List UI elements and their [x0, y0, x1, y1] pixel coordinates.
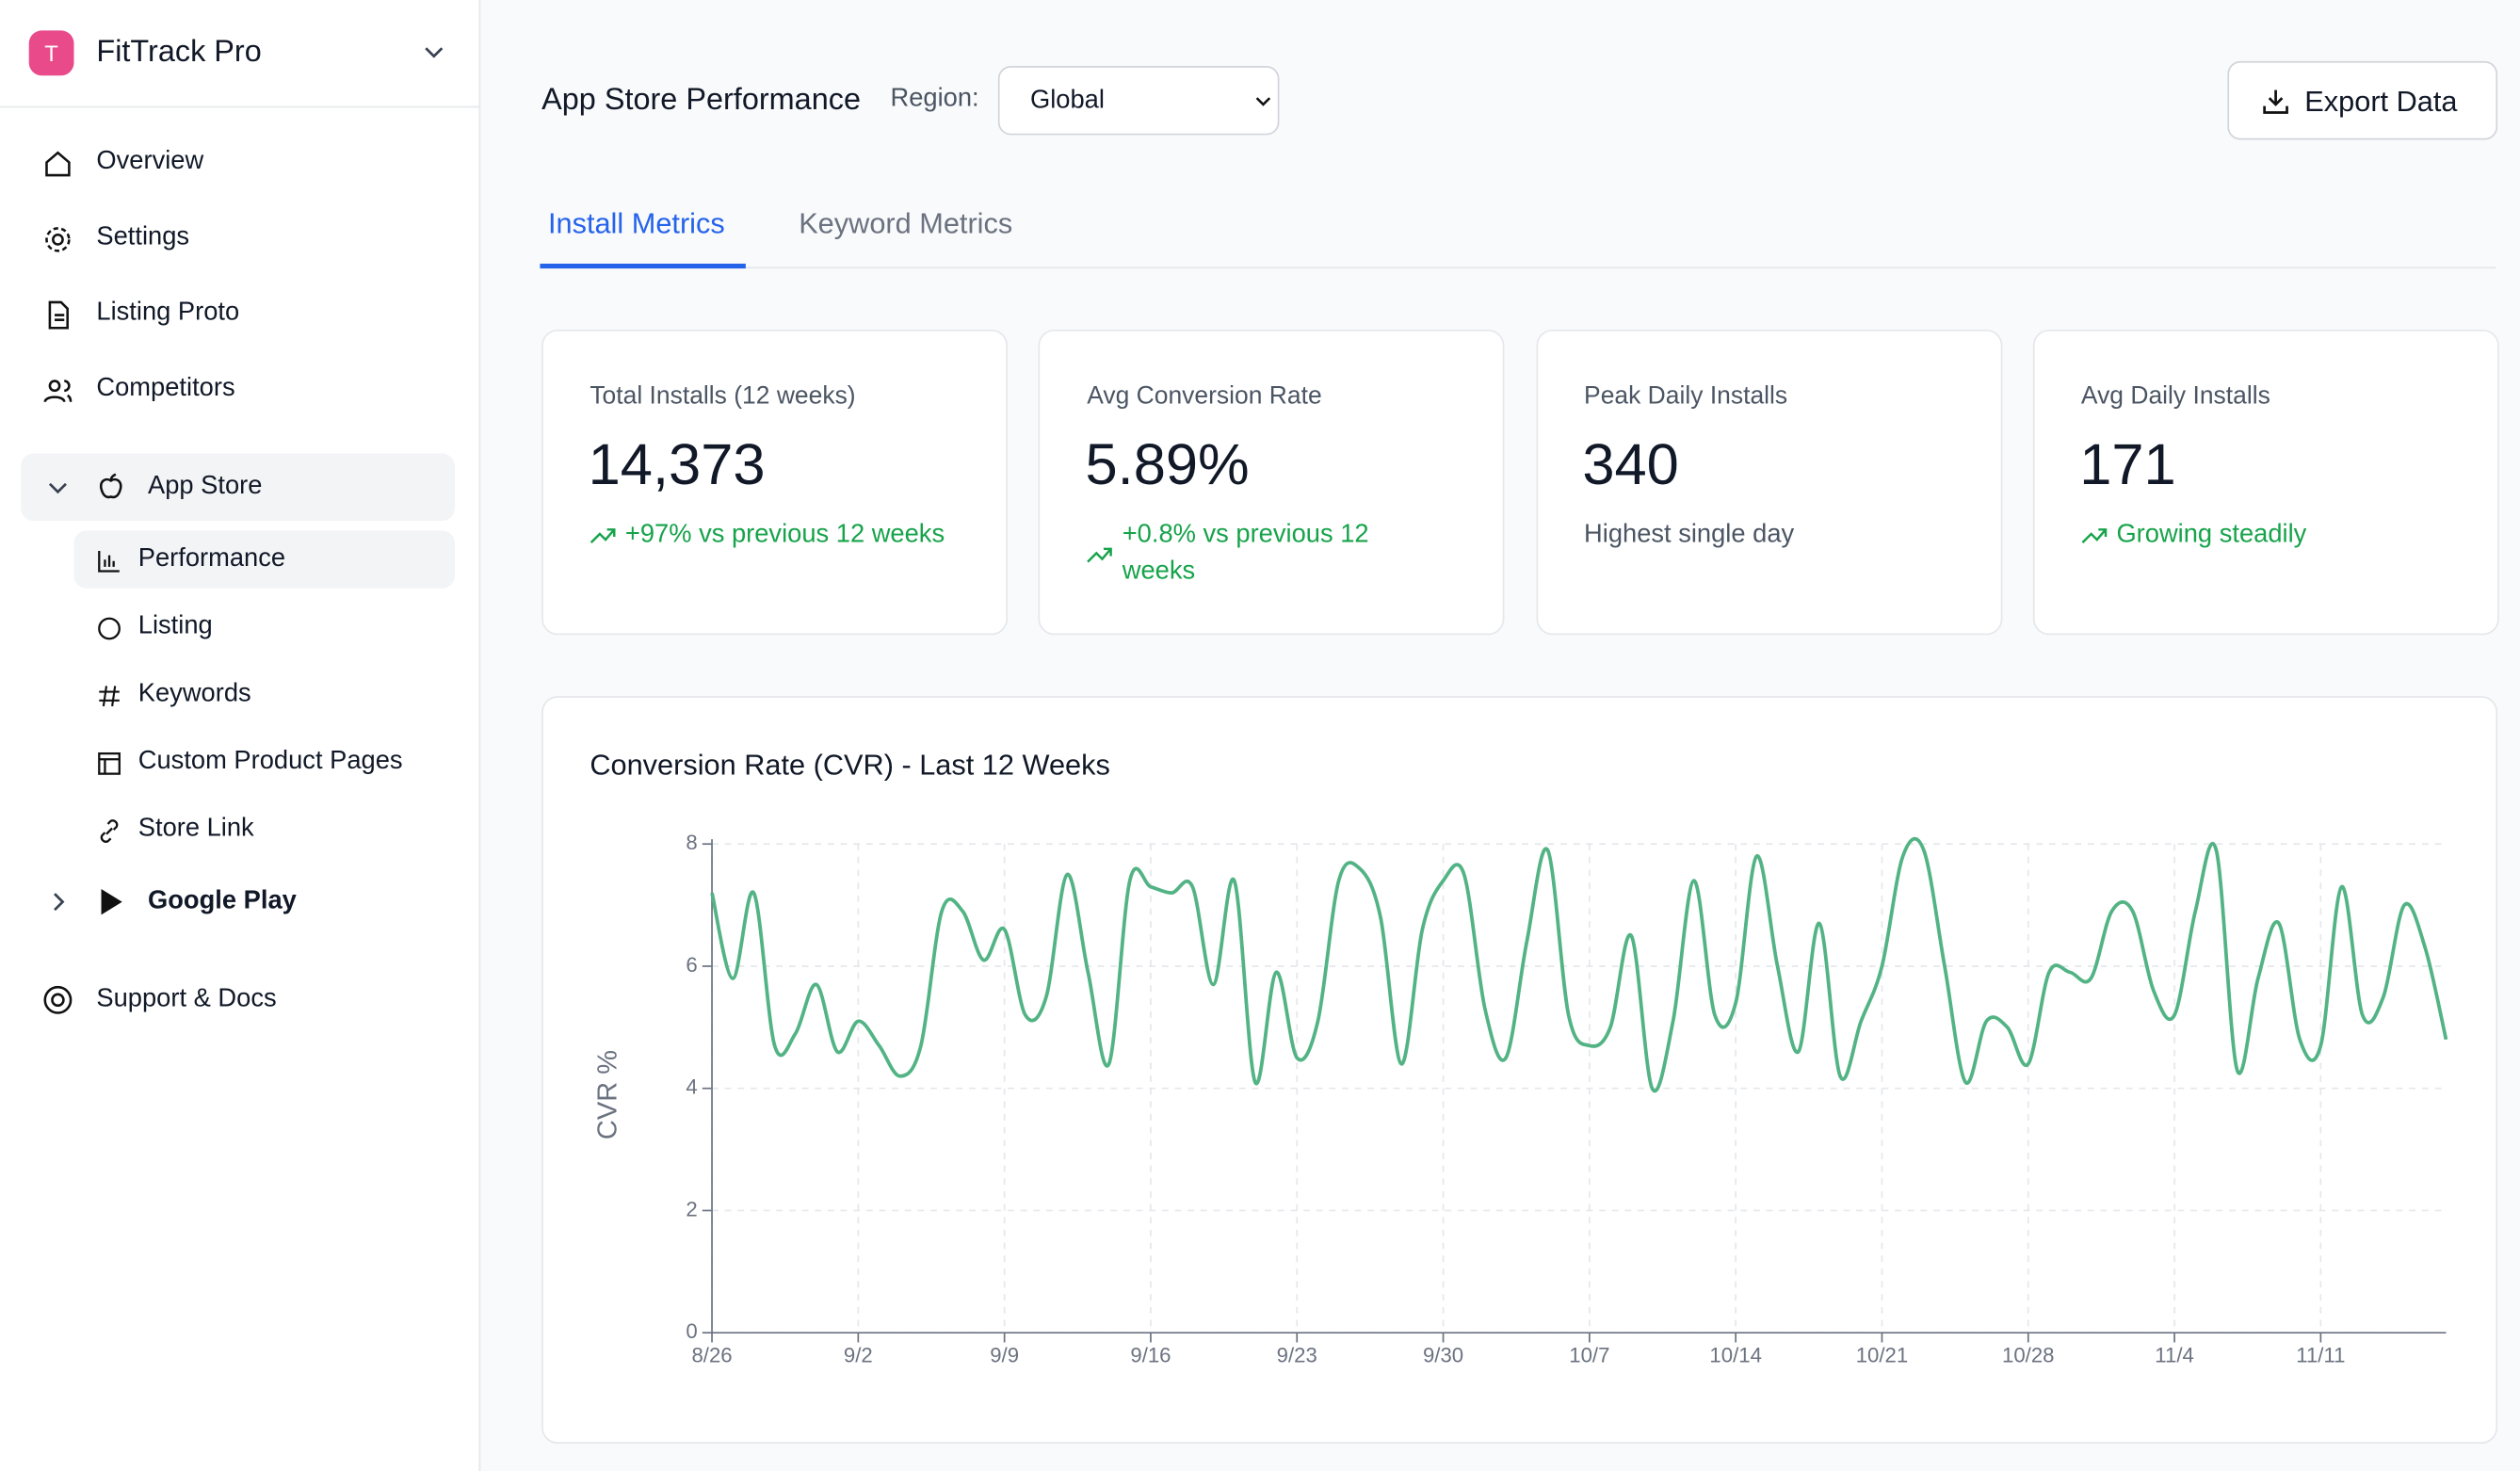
x-tick-label: 9/16	[1130, 1344, 1171, 1367]
x-tick-label: 8/26	[691, 1344, 732, 1367]
chart: Conversion Rate (CVR) - Last 12 Weeks CV…	[590, 748, 2448, 1367]
apple-icon	[99, 473, 122, 499]
metric-label: Avg Daily Installs	[2080, 382, 2270, 411]
metric-note: Highest single day	[1584, 521, 1795, 549]
nav-item[interactable]: Overview	[96, 148, 204, 176]
support-icon	[43, 985, 73, 1014]
y-tick-label: 0	[686, 1319, 697, 1343]
x-tick-label: 10/28	[2002, 1344, 2054, 1367]
x-tick-label: 11/11	[2296, 1344, 2345, 1367]
icon	[590, 528, 616, 544]
metric-note: Growing steadily	[2116, 521, 2307, 549]
app-name[interactable]: FitTrack Pro	[96, 35, 262, 70]
x-tick-label: 9/30	[1423, 1344, 1463, 1367]
metric-label: Avg Conversion Rate	[1087, 382, 1322, 411]
y-tick-label: 8	[686, 831, 697, 854]
y-tick-label: 6	[686, 953, 697, 977]
nav-item[interactable]: Support & Docs	[96, 985, 277, 1013]
metric-note: +0.8% vs previous 12 weeks	[1122, 521, 1369, 586]
sub-nav-item[interactable]: Keywords	[137, 680, 251, 708]
metric-card: Peak Daily Installs 340 Highest single day	[1535, 329, 2002, 636]
x-tick-label: 10/14	[1709, 1344, 1761, 1367]
metric-label: Peak Daily Installs	[1584, 382, 1788, 411]
x-tick-label: 10/7	[1569, 1344, 1609, 1367]
active-item[interactable]	[73, 530, 455, 589]
chevron[interactable]	[421, 39, 446, 64]
avatar: T	[28, 30, 74, 76]
tab-underline	[540, 263, 746, 269]
icon	[98, 752, 121, 775]
icon	[2081, 528, 2108, 544]
divider	[0, 105, 479, 108]
sub-nav-item[interactable]: Listing	[137, 612, 213, 640]
x-tick-label: 11/4	[2155, 1344, 2194, 1367]
page-title: App Store Performance	[541, 83, 861, 118]
metric-card: Avg Conversion Rate 5.89% +0.8% vs previou…	[1038, 329, 1505, 636]
metric-card: Avg Daily Installs 171 Growing steadily	[2032, 329, 2499, 636]
x-tick-label: 9/2	[844, 1344, 873, 1367]
nav-item[interactable]: Google Play	[148, 887, 297, 915]
series-line	[710, 836, 2448, 1093]
export-label: Export Data	[2304, 85, 2458, 118]
metric-card: Total Installs (12 weeks) 14,373 +97% vs p…	[541, 329, 1009, 636]
icon	[48, 300, 69, 330]
tab[interactable]: Keyword Metrics	[799, 207, 1013, 240]
sub-nav-item[interactable]: Custom Product Pages	[137, 747, 403, 775]
export-button[interactable]: Export Data	[2227, 60, 2498, 140]
sub-nav-item[interactable]: Performance	[137, 544, 286, 573]
x-tick-label: 9/9	[990, 1344, 1019, 1367]
chart-title: Conversion Rate (CVR) - Last 12 Weeks	[590, 748, 1110, 781]
metric-value: 340	[1582, 430, 1679, 497]
tab-active[interactable]: Install Metrics	[547, 207, 725, 240]
chevron	[54, 893, 65, 912]
nav-item[interactable]: Competitors	[96, 374, 235, 402]
metric-value: 5.89%	[1085, 430, 1250, 497]
metric-value: 171	[2079, 430, 2176, 497]
active-group[interactable]	[21, 453, 455, 522]
region-label: Region:	[890, 85, 979, 113]
icon	[100, 819, 119, 843]
nav-item[interactable]: Settings	[96, 223, 190, 251]
region-value: Global	[1029, 87, 1105, 115]
tab-divider	[541, 267, 2496, 269]
sub-nav-item[interactable]: Store Link	[137, 815, 254, 843]
icon	[98, 617, 121, 640]
x-tick-label: 9/23	[1277, 1344, 1317, 1367]
region-select[interactable]: Global	[997, 65, 1280, 136]
sidebar: T FitTrack Pro App Store Google Play Sup…	[0, 0, 481, 1471]
y-tick-label: 2	[686, 1197, 697, 1220]
metric-note: +97% vs previous 12 weeks	[624, 521, 945, 549]
icon	[45, 151, 71, 177]
y-tick-label: 4	[686, 1075, 697, 1099]
icon	[98, 551, 120, 573]
chevron	[1255, 97, 1271, 106]
metric-value: 14,373	[588, 430, 766, 497]
metric-label: Total Installs (12 weeks)	[590, 382, 856, 411]
icon	[99, 686, 120, 707]
x-tick-label: 10/21	[1856, 1344, 1908, 1367]
icon	[1087, 547, 1113, 563]
icon	[43, 380, 73, 403]
y-axis-label: CVR %	[592, 1050, 622, 1140]
chart-card: Conversion Rate (CVR) - Last 12 Weeks CV…	[541, 696, 2498, 1444]
nav-item[interactable]: Listing Proto	[96, 299, 240, 327]
chevron	[48, 482, 67, 494]
play-icon	[101, 889, 122, 915]
download-icon	[2263, 89, 2288, 114]
nav-item[interactable]: App Store	[148, 472, 263, 500]
icon	[45, 227, 71, 252]
